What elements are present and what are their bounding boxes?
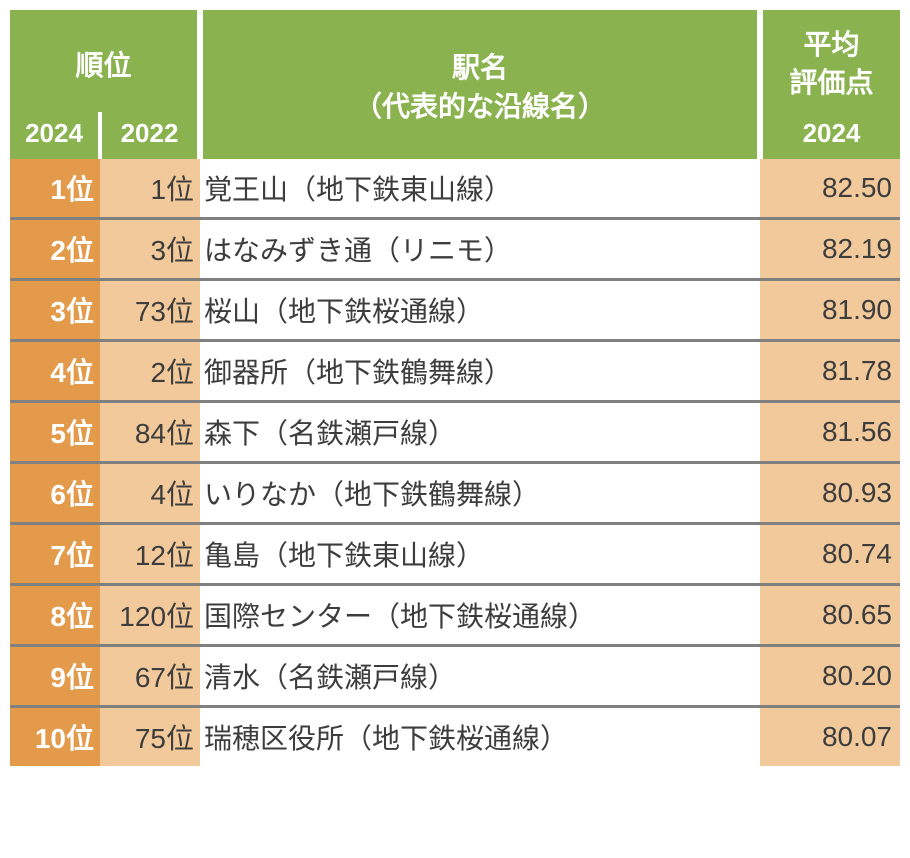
- table-row: 4位2位御器所（地下鉄鶴舞線）81.78: [10, 340, 900, 401]
- ranking-table-container: 順位 駅名 （代表的な沿線名） 平均 評価点 2024 2022 2024 1位…: [10, 10, 900, 766]
- cell-station: 覚王山（地下鉄東山線）: [200, 159, 760, 219]
- cell-score: 80.65: [760, 584, 900, 645]
- cell-rank-2024: 10位: [10, 706, 100, 766]
- header-score-line1: 平均: [804, 29, 860, 60]
- cell-rank-2024: 2位: [10, 218, 100, 279]
- cell-station: はなみずき通（リニモ）: [200, 218, 760, 279]
- cell-score: 80.07: [760, 706, 900, 766]
- table-row: 2位3位はなみずき通（リニモ）82.19: [10, 218, 900, 279]
- cell-station: 御器所（地下鉄鶴舞線）: [200, 340, 760, 401]
- header-station: 駅名 （代表的な沿線名）: [200, 13, 760, 159]
- table-body: 1位1位覚王山（地下鉄東山線）82.502位3位はなみずき通（リニモ）82.19…: [10, 159, 900, 766]
- table-row: 9位67位清水（名鉄瀬戸線）80.20: [10, 645, 900, 706]
- table-header: 順位 駅名 （代表的な沿線名） 平均 評価点 2024 2022 2024: [10, 13, 900, 159]
- cell-rank-2022: 67位: [100, 645, 200, 706]
- cell-station: 森下（名鉄瀬戸線）: [200, 401, 760, 462]
- cell-rank-2022: 3位: [100, 218, 200, 279]
- cell-station: いりなか（地下鉄鶴舞線）: [200, 462, 760, 523]
- header-station-line1: 駅名: [452, 52, 508, 83]
- cell-rank-2022: 75位: [100, 706, 200, 766]
- cell-rank-2024: 8位: [10, 584, 100, 645]
- cell-rank-2022: 4位: [100, 462, 200, 523]
- header-score-line2: 評価点: [790, 67, 874, 98]
- cell-score: 82.50: [760, 159, 900, 219]
- cell-score: 80.20: [760, 645, 900, 706]
- cell-score: 81.78: [760, 340, 900, 401]
- table-row: 7位12位亀島（地下鉄東山線）80.74: [10, 523, 900, 584]
- table-row: 6位4位いりなか（地下鉄鶴舞線）80.93: [10, 462, 900, 523]
- cell-rank-2024: 7位: [10, 523, 100, 584]
- cell-rank-2022: 2位: [100, 340, 200, 401]
- cell-rank-2024: 1位: [10, 159, 100, 219]
- table-row: 5位84位森下（名鉄瀬戸線）81.56: [10, 401, 900, 462]
- header-year-score: 2024: [760, 112, 900, 159]
- cell-rank-2024: 3位: [10, 279, 100, 340]
- cell-station: 瑞穂区役所（地下鉄桜通線）: [200, 706, 760, 766]
- ranking-table: 順位 駅名 （代表的な沿線名） 平均 評価点 2024 2022 2024 1位…: [10, 10, 900, 766]
- cell-rank-2022: 84位: [100, 401, 200, 462]
- cell-station: 国際センター（地下鉄桜通線）: [200, 584, 760, 645]
- header-rank: 順位: [10, 13, 200, 112]
- cell-rank-2022: 73位: [100, 279, 200, 340]
- cell-station: 亀島（地下鉄東山線）: [200, 523, 760, 584]
- cell-score: 80.93: [760, 462, 900, 523]
- table-row: 1位1位覚王山（地下鉄東山線）82.50: [10, 159, 900, 219]
- cell-rank-2024: 5位: [10, 401, 100, 462]
- table-row: 8位120位国際センター（地下鉄桜通線）80.65: [10, 584, 900, 645]
- cell-score: 81.56: [760, 401, 900, 462]
- table-row: 3位73位桜山（地下鉄桜通線）81.90: [10, 279, 900, 340]
- cell-station: 清水（名鉄瀬戸線）: [200, 645, 760, 706]
- cell-rank-2022: 120位: [100, 584, 200, 645]
- cell-rank-2024: 4位: [10, 340, 100, 401]
- table-row: 10位75位瑞穂区役所（地下鉄桜通線）80.07: [10, 706, 900, 766]
- cell-station: 桜山（地下鉄桜通線）: [200, 279, 760, 340]
- cell-rank-2022: 12位: [100, 523, 200, 584]
- header-score: 平均 評価点: [760, 13, 900, 112]
- header-station-line2: （代表的な沿線名）: [354, 91, 606, 122]
- header-year-2022: 2022: [100, 112, 200, 159]
- cell-rank-2024: 6位: [10, 462, 100, 523]
- cell-rank-2022: 1位: [100, 159, 200, 219]
- header-year-2024: 2024: [10, 112, 100, 159]
- cell-score: 82.19: [760, 218, 900, 279]
- cell-rank-2024: 9位: [10, 645, 100, 706]
- cell-score: 81.90: [760, 279, 900, 340]
- cell-score: 80.74: [760, 523, 900, 584]
